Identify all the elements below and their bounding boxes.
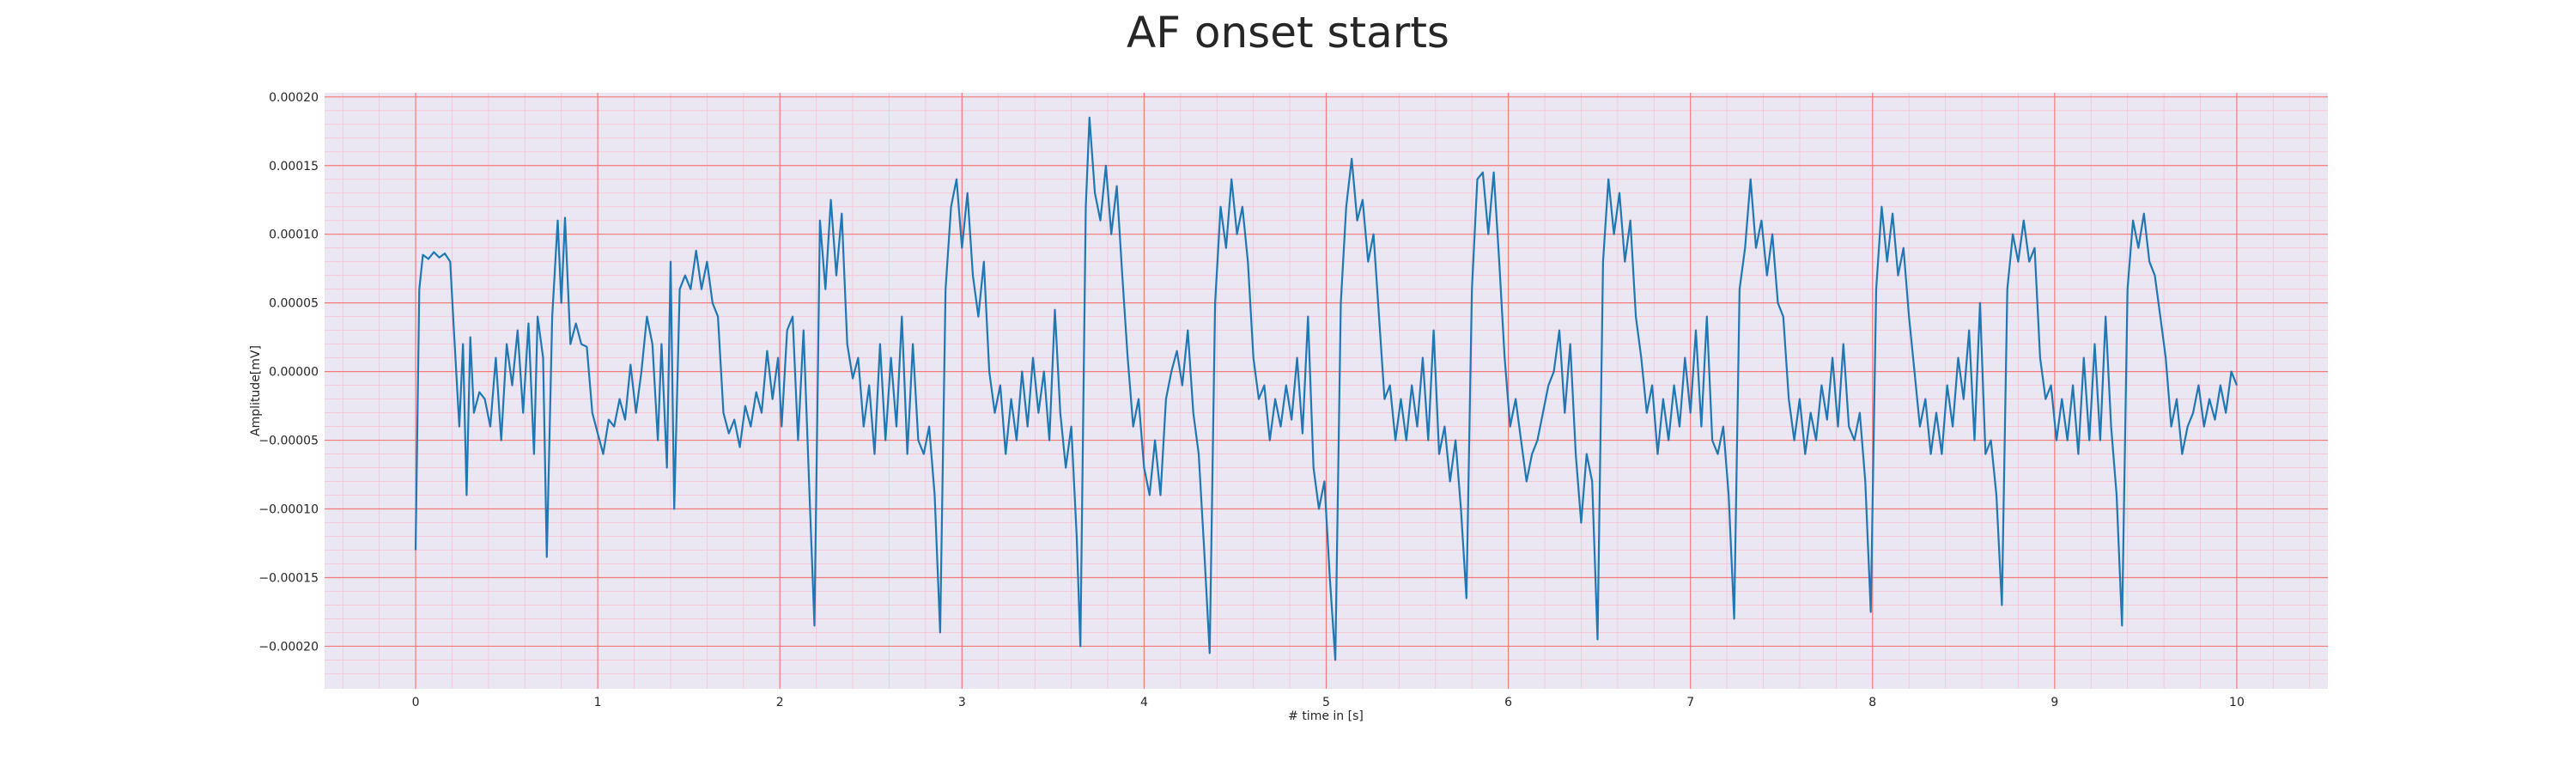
x-tick-label: 10: [2229, 696, 2245, 709]
y-axis-label: Amplitude[mV]: [249, 345, 263, 436]
x-tick-label: 9: [2050, 696, 2058, 709]
x-tick-label: 2: [776, 696, 784, 709]
y-tick-label: −0.00005: [258, 435, 319, 448]
y-tick-label: −0.00020: [258, 640, 319, 654]
y-tick-label: 0.00000: [269, 366, 319, 380]
y-tick-label: 0.00020: [269, 91, 319, 105]
y-tick-label: 0.00010: [269, 228, 319, 242]
signal-line: [414, 116, 2239, 661]
x-tick-label: 1: [594, 696, 602, 709]
x-tick-label: 7: [1686, 696, 1694, 709]
x-tick-label: 8: [1868, 696, 1876, 709]
x-tick-label: 5: [1322, 696, 1330, 709]
x-axis-label: # time in [s]: [1288, 709, 1364, 723]
y-axis-ticks: 0.00020 0.00015 0.00010 0.00005 0.00000 −0.00…: [258, 91, 319, 654]
y-tick-label: 0.00005: [269, 297, 319, 311]
chart-title: AF onset starts: [1127, 8, 1449, 58]
x-tick-label: 6: [1504, 696, 1512, 709]
x-tick-label: 4: [1140, 696, 1148, 709]
x-tick-label: 3: [958, 696, 966, 709]
x-axis-ticks: 0 1 2 3 4 5 6 7 8 9 10: [412, 696, 2245, 709]
y-tick-label: −0.00015: [258, 571, 319, 585]
y-tick-label: −0.00010: [258, 503, 319, 517]
x-tick-label: 0: [412, 696, 420, 709]
y-tick-label: 0.00015: [269, 160, 319, 173]
